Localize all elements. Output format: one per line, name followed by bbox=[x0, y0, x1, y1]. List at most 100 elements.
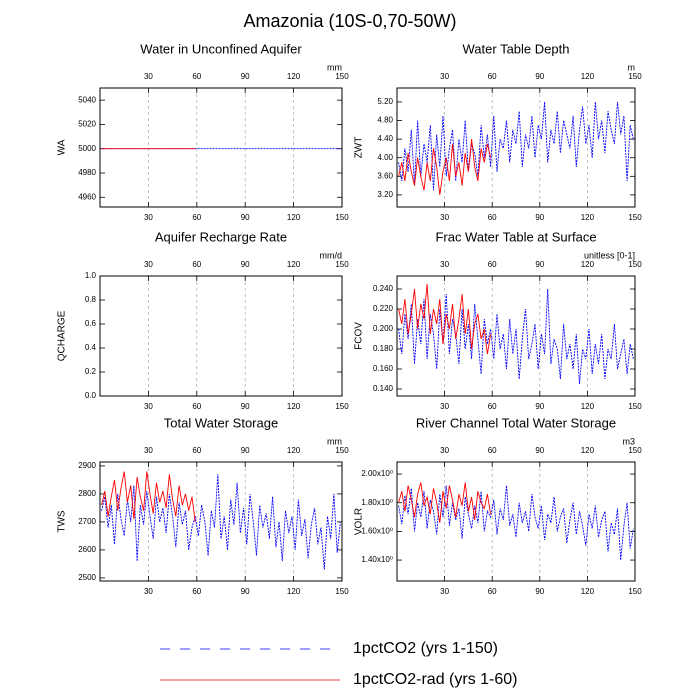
x-tick-label: 120 bbox=[581, 213, 595, 222]
x-tick-label-top: 30 bbox=[440, 72, 449, 81]
x-tick-label: 150 bbox=[628, 402, 642, 411]
panel-title: River Channel Total Water Storage bbox=[416, 415, 616, 430]
y-tick-label: 0.4 bbox=[85, 343, 97, 352]
y-axis-label: FCOV bbox=[354, 322, 365, 350]
panel-title: Total Water Storage bbox=[164, 415, 278, 430]
y-tick-label: 1.0 bbox=[85, 271, 97, 280]
series-line bbox=[398, 139, 492, 195]
x-tick-label: 90 bbox=[241, 402, 250, 411]
x-tick-label: 150 bbox=[335, 587, 349, 596]
x-tick-label: 30 bbox=[144, 587, 153, 596]
plot-frame bbox=[99, 461, 343, 582]
x-tick-label: 90 bbox=[241, 213, 250, 222]
x-tick-label-top: 90 bbox=[535, 260, 544, 269]
x-tick-label: 30 bbox=[440, 587, 449, 596]
x-tick-label-top: 150 bbox=[335, 446, 349, 455]
y-axis-label: ZWT bbox=[354, 137, 365, 159]
x-tick-label: 120 bbox=[581, 402, 595, 411]
series-line bbox=[398, 485, 634, 561]
x-tick-label-top: 60 bbox=[488, 72, 497, 81]
series-line bbox=[101, 474, 341, 570]
y-tick-label: 3.60 bbox=[377, 171, 393, 180]
x-tick-label-top: 120 bbox=[287, 260, 301, 269]
y-tick-label: 5.20 bbox=[377, 97, 393, 106]
units-label: mm/d bbox=[320, 250, 343, 260]
x-tick-label: 60 bbox=[488, 213, 497, 222]
x-tick-label: 90 bbox=[535, 587, 544, 596]
plot-frame bbox=[396, 87, 636, 208]
x-tick-label: 60 bbox=[192, 402, 201, 411]
legend-label: 1pctCO2-rad (yrs 1-60) bbox=[353, 671, 518, 688]
y-tick-label: 2.00x10⁰ bbox=[361, 469, 393, 478]
y-tick-label: 1.60x10⁰ bbox=[361, 527, 393, 536]
x-tick-label: 30 bbox=[440, 402, 449, 411]
x-tick-label-top: 30 bbox=[144, 446, 153, 455]
units-label: mm bbox=[327, 436, 342, 446]
y-axis-label: QCHARGE bbox=[57, 310, 68, 361]
panel-title: Water in Unconfined Aquifer bbox=[140, 41, 302, 56]
x-tick-label: 120 bbox=[287, 213, 301, 222]
y-tick-label: 0.8 bbox=[85, 295, 97, 304]
x-tick-label: 120 bbox=[287, 402, 301, 411]
x-tick-label: 60 bbox=[192, 213, 201, 222]
panel-title: Frac Water Table at Surface bbox=[435, 229, 596, 244]
y-axis-label: VOLR bbox=[354, 508, 365, 535]
x-tick-label: 30 bbox=[440, 213, 449, 222]
x-tick-label-top: 150 bbox=[335, 260, 349, 269]
x-tick-label-top: 60 bbox=[192, 260, 201, 269]
x-tick-label: 120 bbox=[581, 587, 595, 596]
series-line bbox=[398, 101, 634, 191]
y-tick-label: 2500 bbox=[78, 573, 96, 582]
x-tick-label-top: 30 bbox=[144, 260, 153, 269]
x-tick-label-top: 60 bbox=[192, 72, 201, 81]
y-tick-label: 0.2 bbox=[85, 367, 97, 376]
units-label: m3 bbox=[622, 436, 635, 446]
legend-label: 1pctCO2 (yrs 1-150) bbox=[353, 640, 498, 657]
y-tick-label: 0.180 bbox=[373, 344, 394, 353]
panel-title: Aquifer Recharge Rate bbox=[155, 229, 287, 244]
y-tick-label: 4.80 bbox=[377, 116, 393, 125]
series-line bbox=[398, 482, 492, 523]
x-tick-label-top: 30 bbox=[144, 72, 153, 81]
y-tick-label: 2600 bbox=[78, 545, 96, 554]
x-tick-label: 120 bbox=[287, 587, 301, 596]
x-tick-label-top: 120 bbox=[581, 446, 595, 455]
y-tick-label: 5000 bbox=[78, 144, 96, 153]
x-tick-label-top: 150 bbox=[628, 72, 642, 81]
y-tick-label: 4960 bbox=[78, 192, 96, 201]
series-line bbox=[398, 283, 492, 355]
plot-frame bbox=[396, 275, 636, 397]
y-tick-label: 2900 bbox=[78, 461, 96, 470]
x-tick-label-top: 90 bbox=[535, 72, 544, 81]
y-tick-label: 0.0 bbox=[85, 391, 97, 400]
x-tick-label-top: 150 bbox=[335, 72, 349, 81]
y-axis-label: WA bbox=[57, 139, 68, 155]
x-tick-label: 90 bbox=[535, 402, 544, 411]
y-tick-label: 2700 bbox=[78, 517, 96, 526]
x-tick-label: 60 bbox=[488, 587, 497, 596]
x-tick-label: 30 bbox=[144, 402, 153, 411]
panel-title: Water Table Depth bbox=[463, 41, 570, 56]
x-tick-label: 90 bbox=[241, 587, 250, 596]
y-tick-label: 0.220 bbox=[373, 304, 394, 313]
x-tick-label: 150 bbox=[335, 213, 349, 222]
x-tick-label-top: 90 bbox=[241, 260, 250, 269]
y-tick-label: 3.20 bbox=[377, 190, 393, 199]
x-tick-label-top: 120 bbox=[581, 260, 595, 269]
x-tick-label: 90 bbox=[535, 213, 544, 222]
x-tick-label-top: 90 bbox=[535, 446, 544, 455]
x-tick-label: 150 bbox=[335, 402, 349, 411]
units-label: mm bbox=[327, 62, 342, 72]
x-tick-label-top: 90 bbox=[241, 72, 250, 81]
x-tick-label-top: 120 bbox=[287, 446, 301, 455]
x-tick-label: 60 bbox=[192, 587, 201, 596]
y-tick-label: 0.240 bbox=[373, 284, 394, 293]
y-tick-label: 4.40 bbox=[377, 134, 393, 143]
x-tick-label-top: 150 bbox=[628, 260, 642, 269]
y-tick-label: 2800 bbox=[78, 489, 96, 498]
x-tick-label-top: 60 bbox=[488, 446, 497, 455]
x-tick-label-top: 30 bbox=[440, 446, 449, 455]
x-tick-label-top: 60 bbox=[192, 446, 201, 455]
plot-frame bbox=[99, 87, 343, 208]
